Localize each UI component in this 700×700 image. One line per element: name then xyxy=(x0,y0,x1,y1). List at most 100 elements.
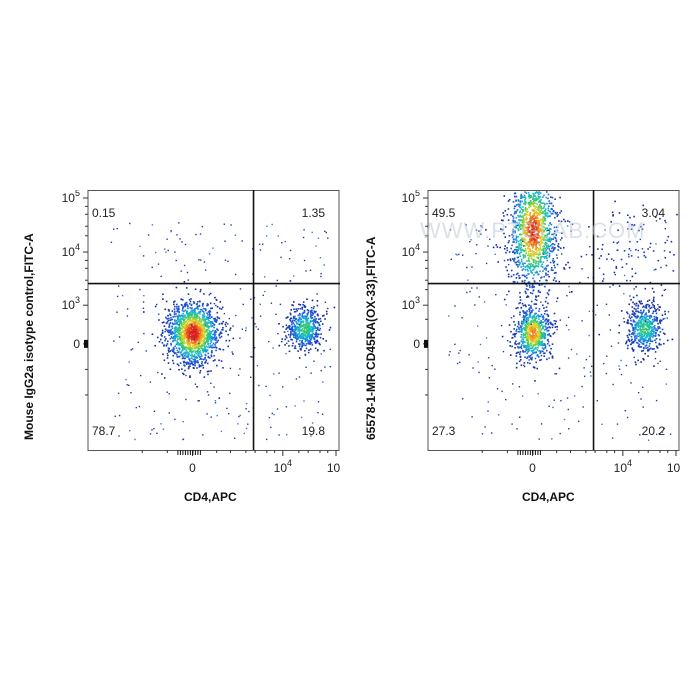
event-dot xyxy=(544,243,546,245)
event-dot xyxy=(521,244,523,246)
event-dot xyxy=(519,255,522,257)
event-dot xyxy=(258,384,260,387)
event-dot xyxy=(658,342,661,345)
event-dot xyxy=(252,248,254,250)
event-dot xyxy=(198,355,200,357)
event-dot xyxy=(640,322,643,324)
event-dot xyxy=(543,230,546,232)
event-dot xyxy=(541,232,543,235)
event-dot xyxy=(636,335,638,337)
event-dot xyxy=(215,347,218,349)
event-dot xyxy=(218,317,221,320)
event-dot xyxy=(641,331,644,333)
event-dot xyxy=(194,342,197,345)
event-dot xyxy=(642,406,644,408)
event-dot xyxy=(639,317,641,320)
event-dot xyxy=(521,221,524,224)
event-dot xyxy=(187,327,189,330)
event-dot xyxy=(512,231,514,234)
event-dot xyxy=(631,332,634,335)
event-dot xyxy=(212,360,215,362)
event-dot xyxy=(172,354,174,357)
event-dot xyxy=(531,232,534,235)
event-dot xyxy=(197,400,199,402)
event-dot xyxy=(634,328,637,330)
event-dot xyxy=(542,270,544,272)
event-dot xyxy=(194,327,197,329)
event-dot xyxy=(629,317,632,320)
event-dot xyxy=(642,328,645,331)
event-dot xyxy=(601,243,604,246)
event-dot xyxy=(298,330,301,333)
event-dot xyxy=(508,324,511,326)
event-dot xyxy=(671,338,674,341)
event-dot xyxy=(304,340,307,343)
event-dot xyxy=(543,268,546,270)
event-dot xyxy=(646,339,649,342)
event-dot xyxy=(653,330,655,333)
event-dot xyxy=(529,335,531,337)
event-dot xyxy=(179,314,181,317)
event-dot xyxy=(648,333,650,335)
event-dot xyxy=(292,322,295,324)
event-dot xyxy=(174,331,177,334)
event-dot xyxy=(297,314,300,317)
event-dot xyxy=(205,345,207,348)
event-dot xyxy=(523,362,526,364)
event-dot xyxy=(301,341,304,344)
event-dot xyxy=(526,211,528,214)
event-dot xyxy=(311,317,313,319)
event-dot xyxy=(188,299,191,301)
event-dot xyxy=(568,329,570,331)
event-dot xyxy=(525,292,527,295)
event-dot xyxy=(198,332,201,335)
event-dot xyxy=(201,326,204,328)
event-dot xyxy=(636,294,638,297)
event-dot xyxy=(539,214,541,216)
event-dot xyxy=(613,271,616,274)
event-dot xyxy=(542,256,545,258)
event-dot xyxy=(167,362,170,364)
event-dot xyxy=(652,298,655,300)
event-dot xyxy=(215,336,218,339)
event-dot xyxy=(302,312,305,314)
event-dot xyxy=(311,314,313,316)
event-dot xyxy=(584,375,586,377)
event-dot xyxy=(535,260,537,263)
event-dot xyxy=(182,338,185,340)
event-dot xyxy=(648,299,651,301)
event-dot xyxy=(179,316,182,318)
event-dot xyxy=(217,329,219,331)
event-dot xyxy=(203,325,206,327)
event-dot xyxy=(114,415,116,417)
event-dot xyxy=(539,245,542,247)
event-dot xyxy=(325,231,327,234)
event-dot xyxy=(185,304,187,306)
axis-pileup-marker xyxy=(187,450,189,455)
event-dot xyxy=(189,320,192,323)
event-dot xyxy=(195,332,198,335)
event-dot xyxy=(206,341,208,343)
event-dot xyxy=(524,327,527,330)
event-dot xyxy=(293,301,295,303)
event-dot xyxy=(206,321,208,324)
event-dot xyxy=(548,231,551,233)
event-dot xyxy=(187,367,190,369)
event-dot xyxy=(653,365,655,367)
event-dot xyxy=(186,340,188,342)
event-dot xyxy=(187,327,190,329)
event-dot xyxy=(309,343,311,345)
event-dot xyxy=(243,432,245,435)
event-dot xyxy=(174,335,177,337)
event-dot xyxy=(658,433,660,435)
event-dot xyxy=(640,319,643,321)
event-dot xyxy=(302,342,305,345)
event-dot xyxy=(177,342,179,344)
event-dot xyxy=(634,334,637,337)
event-dot xyxy=(526,296,528,298)
event-dot xyxy=(322,381,324,383)
event-dot xyxy=(197,312,200,314)
event-dot xyxy=(558,220,560,222)
event-dot xyxy=(300,320,302,323)
event-dot xyxy=(633,328,635,330)
